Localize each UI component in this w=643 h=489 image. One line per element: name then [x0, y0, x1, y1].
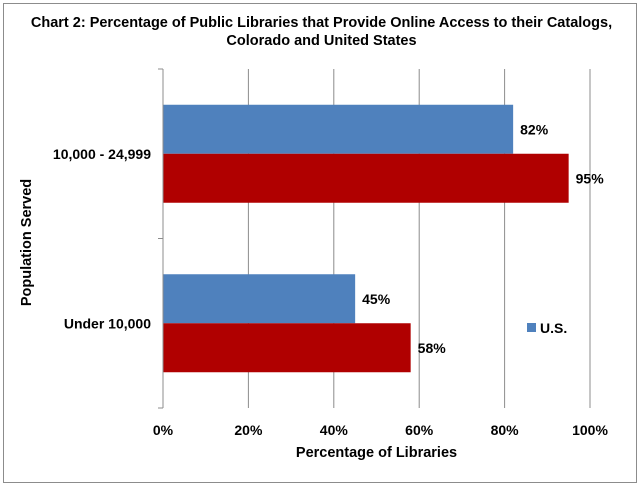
x-tick-label: 80%: [491, 422, 520, 438]
x-tick-label: 20%: [234, 422, 263, 438]
x-tick-label: 100%: [572, 422, 608, 438]
bar: [163, 153, 569, 203]
legend-label: U.S.: [540, 320, 567, 336]
y-axis-title: Population Served: [19, 179, 35, 306]
chart-title-line-1: Chart 2: Percentage of Public Libraries …: [30, 15, 613, 31]
x-tick-label: 60%: [405, 422, 434, 438]
y-category-label: 10,000 - 24,999: [53, 146, 151, 162]
x-axis-title: Percentage of Libraries: [296, 445, 457, 461]
data-label: 58%: [418, 340, 447, 356]
bar: [163, 104, 514, 154]
labels: 0% 20% 40% 60% 80% 100% 82% 95% 10,000 - 24,999 4…: [19, 121, 608, 461]
x-tick-label: 40%: [320, 422, 349, 438]
bars: [163, 104, 569, 373]
chart-frame: [3, 3, 637, 483]
bar: [163, 274, 356, 324]
x-tick-label: 0%: [153, 422, 174, 438]
y-category-label: Under 10,000: [64, 315, 151, 331]
data-label: 95%: [576, 170, 605, 186]
legend-swatch: [527, 323, 536, 332]
axes: [158, 68, 164, 409]
chart-title-line-2: Colorado and United States: [226, 33, 417, 49]
data-label: 45%: [362, 291, 391, 307]
data-label: 82%: [520, 121, 549, 137]
legend: U.S.: [527, 320, 567, 336]
bar: [163, 323, 411, 373]
chart-title: Chart 2: Percentage of Public Libraries …: [0, 14, 643, 50]
